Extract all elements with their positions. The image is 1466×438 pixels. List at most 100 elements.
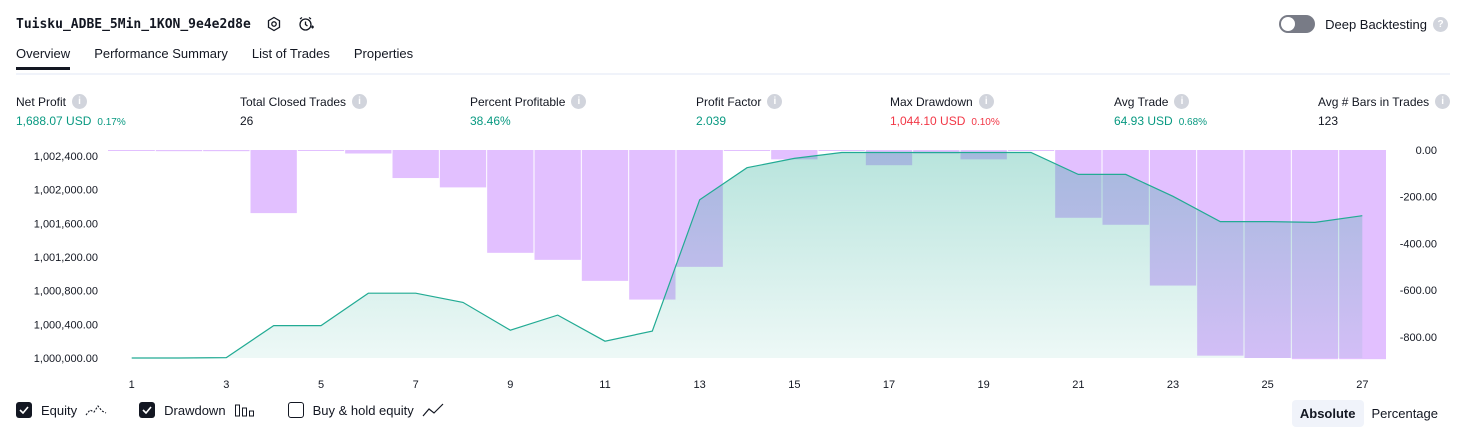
- x-axis-label: 11: [599, 379, 610, 391]
- absolute-button[interactable]: Absolute: [1291, 400, 1364, 427]
- metric-label: Total Closed Trades: [240, 94, 347, 109]
- drawdown-bar: [534, 150, 582, 260]
- left-axis-label: 1,001,600.00: [34, 218, 98, 230]
- right-axis-label: -800.00: [1400, 332, 1437, 344]
- info-icon[interactable]: i: [978, 94, 994, 109]
- help-icon[interactable]: ?: [1433, 16, 1448, 32]
- metric-percent: 0.68%: [1178, 117, 1208, 128]
- metric-label: Profit Factor: [696, 94, 762, 109]
- metric-profit-factor: Profit Factor i 2.039: [696, 94, 783, 128]
- info-icon[interactable]: i: [72, 94, 88, 109]
- deep-backtesting-toggle[interactable]: [1279, 15, 1316, 33]
- legend-buy-hold[interactable]: Buy & hold equity: [287, 402, 444, 418]
- drawdown-bar: [392, 150, 440, 179]
- add-alert-icon[interactable]: [297, 15, 315, 33]
- drawdown-bar: [202, 150, 250, 152]
- tab-divider: [16, 73, 1450, 75]
- settings-icon[interactable]: [265, 15, 283, 33]
- buy-hold-label: Buy & hold equity: [312, 402, 414, 418]
- drawdown-bar: [297, 150, 345, 151]
- x-axis-label: 25: [1262, 379, 1274, 391]
- metric-avg-trade: Avg Trade i 64.93 USD 0.68%: [1114, 94, 1207, 128]
- metric-total-closed-trades: Total Closed Trades i 26: [240, 94, 368, 128]
- metric-value: 64.93 USD: [1114, 114, 1173, 128]
- right-axis-label: -200.00: [1400, 192, 1437, 204]
- metric-avg-bars: Avg # Bars in Trades i 123: [1318, 94, 1451, 128]
- buy-hold-line-icon: [422, 403, 444, 417]
- x-axis-label: 23: [1167, 379, 1179, 391]
- equity-area: [131, 152, 1363, 358]
- percentage-button[interactable]: Percentage: [1371, 406, 1439, 421]
- info-icon[interactable]: i: [1435, 94, 1451, 109]
- equity-line: [131, 151, 1363, 359]
- drawdown-bar: [628, 150, 676, 300]
- metric-value: 123: [1318, 114, 1339, 128]
- metric-value: 38.46%: [470, 114, 511, 128]
- info-icon[interactable]: i: [767, 94, 783, 109]
- x-axis-label: 9: [507, 379, 513, 391]
- metric-value: 1,044.10 USD: [890, 114, 966, 128]
- x-axis-label: 21: [1072, 379, 1084, 391]
- drawdown-bar: [344, 150, 392, 154]
- drawdown-label: Drawdown: [164, 402, 226, 418]
- metric-label: Net Profit: [16, 94, 67, 109]
- metric-label: Percent Profitable: [470, 94, 566, 109]
- equity-checkbox[interactable]: [16, 402, 32, 418]
- drawdown-bars-icon: [234, 403, 256, 417]
- metric-percent: 0.17%: [97, 117, 126, 128]
- metric-value: 26: [240, 114, 254, 128]
- metric-net-profit: Net Profit i 1,688.07 USD 0.17%: [16, 94, 126, 128]
- drawdown-bar: [108, 150, 156, 151]
- drawdown-checkbox[interactable]: [139, 402, 156, 418]
- x-axis-label: 17: [883, 379, 895, 391]
- scale-mode-switch: Absolute Percentage: [1291, 400, 1446, 427]
- drawdown-bar: [723, 150, 771, 151]
- chart-legend: Equity Drawdown Buy & hold equity: [16, 402, 476, 418]
- x-axis-label: 5: [318, 379, 324, 391]
- drawdown-bar: [250, 150, 298, 214]
- tab-overview[interactable]: Overview: [16, 46, 71, 70]
- drawdown-bar: [818, 150, 866, 151]
- legend-drawdown[interactable]: Drawdown: [139, 402, 255, 418]
- tab-performance-summary[interactable]: Performance Summary: [94, 46, 228, 61]
- drawdown-bar: [912, 150, 960, 154]
- metric-value: 2.039: [696, 114, 727, 128]
- x-axis-label: 19: [978, 379, 990, 391]
- x-axis-label: 15: [788, 379, 800, 391]
- x-axis-label: 3: [223, 379, 229, 391]
- metric-percent: 0.10%: [971, 117, 1000, 128]
- deep-backtesting: Deep Backtesting ?: [1279, 12, 1448, 36]
- right-axis-label: -600.00: [1400, 285, 1437, 297]
- drawdown-bar: [155, 150, 203, 152]
- x-axis-label: 27: [1356, 379, 1368, 391]
- info-icon[interactable]: i: [352, 94, 368, 109]
- drawdown-bar: [581, 150, 629, 281]
- metric-label: Avg # Bars in Trades: [1318, 94, 1430, 109]
- right-axis-label: -400.00: [1400, 238, 1437, 250]
- tab-properties[interactable]: Properties: [353, 46, 414, 61]
- equity-label: Equity: [41, 402, 78, 418]
- info-icon[interactable]: i: [1174, 94, 1190, 109]
- info-icon[interactable]: i: [571, 94, 587, 109]
- buy-hold-checkbox[interactable]: [287, 402, 304, 418]
- metric-label: Max Drawdown: [890, 94, 973, 109]
- metric-percent-profitable: Percent Profitable i 38.46%: [470, 94, 587, 128]
- tab-bar: Overview Performance Summary List of Tra…: [16, 46, 437, 70]
- left-axis-label: 1,000,400.00: [34, 319, 98, 331]
- metric-value: 1,688.07 USD: [16, 114, 92, 128]
- drawdown-bar: [1007, 150, 1055, 151]
- drawdown-bar: [486, 150, 534, 253]
- legend-equity[interactable]: Equity: [16, 402, 107, 418]
- left-axis-label: 1,000,800.00: [34, 286, 98, 298]
- drawdown-bar: [439, 150, 487, 188]
- left-axis-label: 1,000,000.00: [34, 353, 98, 365]
- metric-label: Avg Trade: [1114, 94, 1169, 109]
- drawdown-bar: [770, 150, 818, 160]
- deep-backtesting-label: Deep Backtesting: [1325, 16, 1427, 32]
- equity-line-icon: [85, 403, 107, 417]
- right-axis-label: 0.00: [1416, 145, 1437, 157]
- left-axis-label: 1,002,000.00: [34, 185, 98, 197]
- x-axis-label: 13: [694, 379, 706, 391]
- strategy-header: Tuisku_ADBE_5Min_1KON_9e4e2d8e: [16, 12, 315, 36]
- tab-list-of-trades[interactable]: List of Trades: [251, 46, 330, 61]
